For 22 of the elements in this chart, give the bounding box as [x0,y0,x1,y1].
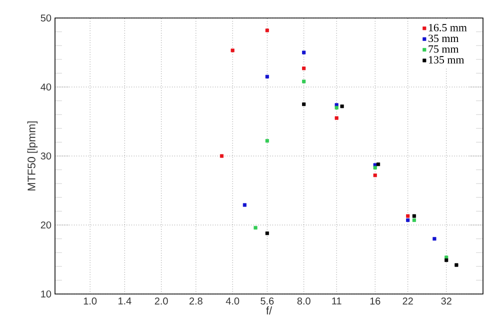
y-tick-label: 30 [40,152,52,160]
x-tick-label: 4.0 [226,298,240,305]
legend-label: 16.5 mm [428,24,467,32]
x-tick-label: 11 [332,298,342,304]
x-tick-label: 16 [370,298,380,305]
legend-label: 75 mm [428,45,459,53]
x-axis-title: f/ [266,306,272,314]
y-tick-label: 20 [40,221,52,229]
y-axis-title: MTF50 [lpmm] [27,121,38,190]
x-tick-label: 32 [441,298,452,305]
legend-label: 35 mm [428,34,459,42]
x-tick-label: 1.4 [118,298,132,304]
y-tick-label: 10 [41,290,52,298]
x-tick-label: 5.6 [260,298,274,305]
x-tick-label: 22 [402,298,413,304]
x-tick-label: 1.0 [84,298,97,305]
legend-label: 135 mm [428,56,464,64]
x-tick-label: 8.0 [297,298,310,305]
y-tick-label: 50 [40,14,52,22]
x-tick-label: 2.0 [154,298,168,305]
x-tick-label: 2.8 [189,298,202,305]
y-tick-label: 40 [40,83,52,91]
